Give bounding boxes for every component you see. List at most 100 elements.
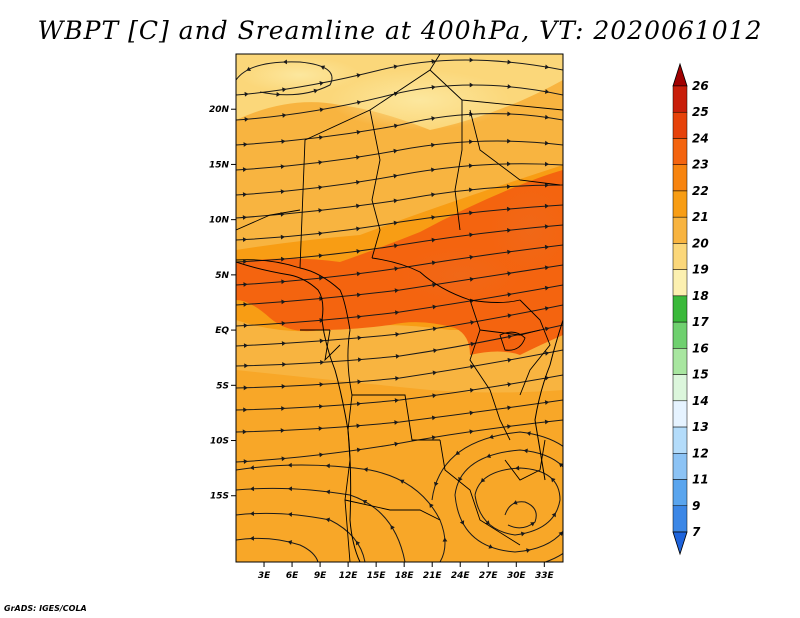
streamline-arrowhead — [523, 448, 528, 454]
streamline-arrowhead — [318, 231, 323, 236]
streamline-arrowhead — [356, 226, 361, 232]
streamline-arrowhead — [320, 65, 326, 70]
streamline-arrowhead — [356, 423, 361, 429]
streamline-arrowhead — [469, 210, 474, 216]
colorbar-label: 26 — [692, 79, 709, 93]
streamline-arrowhead — [586, 512, 591, 516]
streamline-arrowhead — [356, 401, 362, 407]
streamline-arrowhead — [357, 357, 363, 363]
streamline-arrowhead — [544, 326, 550, 332]
streamline-arrowhead — [507, 271, 512, 276]
lon-tick-label: 33E — [535, 571, 555, 581]
streamline-arrowhead — [431, 237, 436, 243]
grads-credit: GrADS: IGES/COLA — [4, 604, 87, 613]
colorbar-segment — [672, 243, 688, 270]
streamline-arrowhead — [507, 84, 512, 89]
colorbar-label: 7 — [692, 525, 701, 539]
streamline-arrowhead — [469, 277, 475, 282]
streamline-arrowhead — [399, 479, 405, 484]
streamline-arrowhead — [287, 512, 293, 517]
streamline-arrowhead — [459, 520, 465, 525]
colorbar-segment — [672, 216, 688, 244]
lon-tick-label: 24E — [451, 571, 471, 581]
streamline-arrowhead — [242, 167, 248, 172]
lon-tick-label: 3E — [258, 571, 271, 581]
streamline-arrowhead — [515, 465, 520, 471]
wbpt-shading — [236, 54, 563, 562]
streamline-arrowhead — [243, 282, 248, 287]
streamline-arrowhead — [573, 496, 578, 500]
colorbar-label: 22 — [692, 184, 709, 198]
colorbar-segment — [672, 190, 688, 218]
streamline-arrowhead — [393, 64, 399, 70]
streamline-arrowhead — [431, 415, 437, 421]
streamline-arrowhead — [282, 87, 287, 93]
streamline-arrowhead — [544, 351, 550, 356]
streamline-arrowhead — [282, 59, 288, 65]
streamline-arrowhead — [319, 382, 324, 387]
streamline-arrowhead — [280, 164, 285, 169]
streamline-arrowhead — [432, 370, 437, 376]
streamline-arrowhead — [544, 89, 550, 94]
streamline-arrowhead — [318, 185, 323, 190]
streamline-arrowhead — [325, 517, 330, 523]
streamline-arrowhead — [356, 271, 361, 277]
streamline-arrowhead — [395, 354, 400, 359]
streamline-arrowhead — [281, 406, 286, 411]
streamline-arrowhead — [242, 215, 247, 220]
streamline-arrowhead — [243, 407, 248, 413]
streamline-arrowhead — [430, 167, 436, 173]
streamline-arrowhead — [281, 279, 286, 285]
streamline-arrowhead — [488, 544, 494, 549]
streamline-arrowhead — [355, 540, 361, 546]
streamline-arrowhead — [243, 259, 248, 265]
colorbar-segment — [672, 164, 688, 192]
colorbar-segment — [672, 321, 688, 349]
streamline-arrowhead — [395, 332, 400, 337]
streamline-arrowhead — [526, 548, 531, 553]
streamline-arrowhead — [325, 489, 331, 495]
streamline-arrowhead — [432, 304, 437, 310]
streamline-arrowhead — [356, 292, 362, 298]
streamline-arrowhead — [442, 537, 448, 542]
streamline-arrowhead — [287, 540, 293, 545]
streamline-arrowhead — [469, 232, 474, 238]
lon-tick-label: 6E — [286, 571, 299, 581]
streamline-arrowhead — [526, 431, 531, 436]
streamline-arrowhead — [393, 91, 399, 97]
latitude-axis: 20N 15N 10N 5N EQ 5S 10S 15S — [209, 105, 236, 502]
streamline-arrowhead — [507, 59, 512, 65]
colorbar-label: 24 — [692, 131, 709, 145]
streamline-arrowhead — [281, 299, 286, 305]
colorbar-segment — [672, 453, 688, 480]
lon-tick-label: 15E — [367, 571, 387, 581]
streamline-arrowhead — [535, 562, 539, 567]
streamline-arrowhead — [507, 424, 512, 429]
streamline-arrowhead — [431, 59, 436, 64]
colorbar-label: 18 — [692, 289, 709, 303]
streamline-arrowhead — [469, 387, 475, 393]
colorbar-label: 21 — [692, 210, 709, 224]
streamline-arrowhead — [458, 476, 463, 482]
streamline-arrowhead — [507, 357, 512, 363]
streamline-arrowhead — [249, 486, 255, 492]
streamline-arrowhead — [357, 335, 362, 341]
colorbar-label: 19 — [692, 263, 709, 277]
streamline-arrowhead — [393, 198, 398, 204]
streamline-arrowhead — [506, 206, 512, 212]
lat-tick-label: 15N — [209, 160, 230, 170]
streamline-arrowhead — [287, 486, 293, 492]
streamline-arrowhead — [325, 463, 330, 469]
streamline-arrowhead — [431, 142, 436, 148]
colorbar-label: 9 — [692, 499, 700, 513]
streamline-arrowhead — [469, 139, 474, 145]
colorbar-label: 20 — [692, 236, 709, 250]
colorbar-segment — [672, 295, 688, 323]
streamline-arrowhead — [319, 452, 324, 458]
lon-tick-label: 21E — [423, 571, 443, 581]
streamline-arrowhead — [530, 522, 535, 527]
streamline-arrowhead — [470, 320, 475, 325]
colorbar-max-arrow — [672, 62, 688, 87]
streamline-arrowhead — [319, 404, 324, 409]
streamline-arrowhead — [242, 192, 248, 197]
